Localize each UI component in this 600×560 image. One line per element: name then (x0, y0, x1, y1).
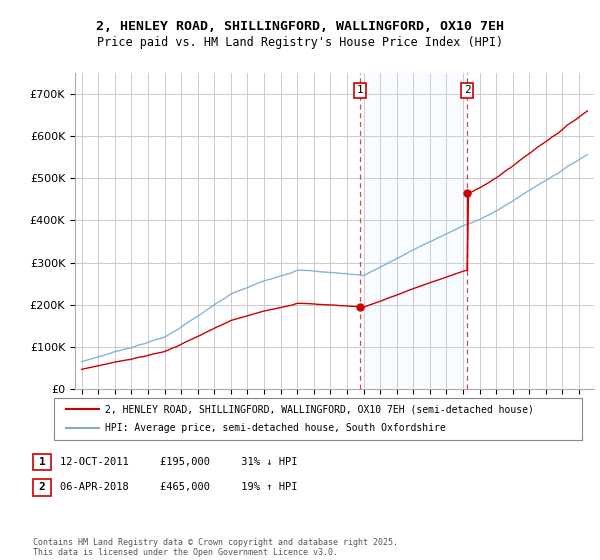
Text: 2, HENLEY ROAD, SHILLINGFORD, WALLINGFORD, OX10 7EH: 2, HENLEY ROAD, SHILLINGFORD, WALLINGFOR… (96, 20, 504, 32)
Text: 06-APR-2018     £465,000     19% ↑ HPI: 06-APR-2018 £465,000 19% ↑ HPI (60, 482, 298, 492)
Bar (360, 73, 467, 389)
Text: 2, HENLEY ROAD, SHILLINGFORD, WALLINGFORD, OX10 7EH (semi-detached house): 2, HENLEY ROAD, SHILLINGFORD, WALLINGFOR… (105, 404, 534, 414)
Text: Contains HM Land Registry data © Crown copyright and database right 2025.
This d: Contains HM Land Registry data © Crown c… (33, 538, 398, 557)
Text: 12-OCT-2011     £195,000     31% ↓ HPI: 12-OCT-2011 £195,000 31% ↓ HPI (60, 457, 298, 467)
Text: 2: 2 (464, 86, 470, 95)
Text: 1: 1 (38, 457, 46, 467)
Text: Price paid vs. HM Land Registry's House Price Index (HPI): Price paid vs. HM Land Registry's House … (97, 36, 503, 49)
Text: HPI: Average price, semi-detached house, South Oxfordshire: HPI: Average price, semi-detached house,… (105, 423, 446, 433)
Text: 2: 2 (38, 482, 46, 492)
Text: 1: 1 (356, 86, 363, 95)
